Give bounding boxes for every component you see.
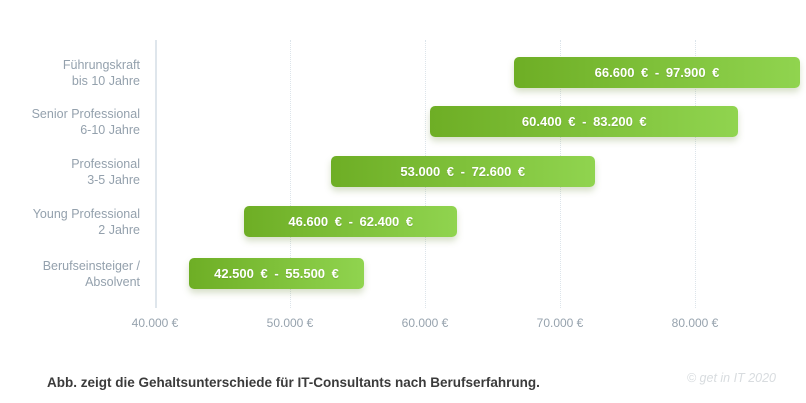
category-label-line2: Absolvent xyxy=(85,274,140,289)
salary-range-value-label: 60.400 € - 83.200 € xyxy=(521,114,647,129)
category-label-line1: Senior Professional xyxy=(31,106,140,121)
x-tick-label: 60.000 € xyxy=(401,316,449,330)
category-label-line1: Professional xyxy=(71,156,140,171)
salary-range-value-label: 53.000 € - 72.600 € xyxy=(400,164,526,179)
x-tick-label: 80.000 € xyxy=(671,316,719,330)
category-label: Professional 3-5 Jahre xyxy=(0,156,140,188)
category-label: Berufseinsteiger / Absolvent xyxy=(0,258,140,290)
category-label-line2: 6-10 Jahre xyxy=(80,122,140,137)
category-label-line1: Führungskraft xyxy=(62,57,140,72)
category-label-line2: 3-5 Jahre xyxy=(87,172,140,187)
salary-range-bar: 66.600 € - 97.900 € xyxy=(514,57,800,88)
category-label: Führungskraft bis 10 Jahre xyxy=(0,57,140,89)
salary-range-value-label: 42.500 € - 55.500 € xyxy=(214,266,339,281)
salary-range-bar: 53.000 € - 72.600 € xyxy=(330,156,596,187)
category-label-line1: Berufseinsteiger / xyxy=(42,258,140,273)
salary-range-bar: 46.600 € - 62.400 € xyxy=(244,206,458,237)
category-label: Senior Professional 6-10 Jahre xyxy=(0,106,140,138)
x-tick-label: 70.000 € xyxy=(536,316,584,330)
gridline xyxy=(695,40,696,308)
category-label-line2: bis 10 Jahre xyxy=(71,73,140,88)
copyright-credit: © get in IT 2020 xyxy=(686,371,776,385)
salary-range-bar: 60.400 € - 83.200 € xyxy=(430,106,739,137)
gridline xyxy=(290,40,291,308)
category-label-line1: Young Professional xyxy=(32,206,140,221)
category-label-line2: 2 Jahre xyxy=(98,222,140,237)
salary-range-bar: 42.500 € - 55.500 € xyxy=(188,258,365,289)
y-axis-line xyxy=(155,40,157,308)
chart-caption: Abb. zeigt die Gehaltsunterschiede für I… xyxy=(47,375,540,390)
salary-range-value-label: 46.600 € - 62.400 € xyxy=(288,214,414,229)
salary-range-value-label: 66.600 € - 97.900 € xyxy=(594,65,720,80)
x-tick-label: 50.000 € xyxy=(266,316,314,330)
x-tick-label: 40.000 € xyxy=(131,316,179,330)
category-label: Young Professional 2 Jahre xyxy=(0,206,140,238)
